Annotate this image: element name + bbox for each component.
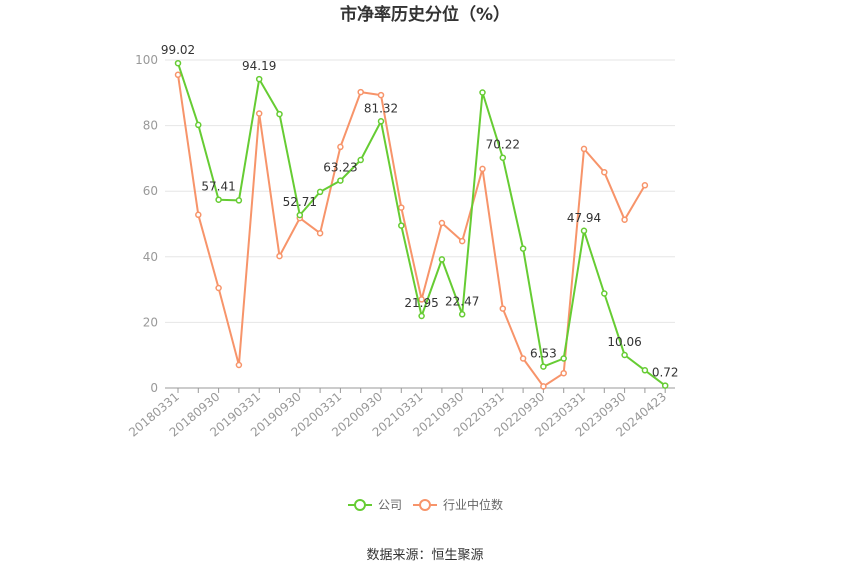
data-label: 21.95 [404,296,438,310]
data-label: 99.02 [161,43,195,57]
data-point-company [418,312,425,320]
data-point-company [499,154,507,161]
data-point-industry [479,165,486,173]
data-point-company [276,110,283,118]
data-point-industry [438,219,446,227]
data-point-industry [377,91,385,99]
data-label: 94.19 [242,59,276,73]
data-point-company [438,256,446,263]
data-point-company [174,59,182,67]
data-point-industry [580,145,588,153]
data-label: 10.06 [607,335,641,349]
data-point-company [560,355,567,362]
data-point-industry [641,182,649,189]
y-tick-label: 80 [143,119,158,133]
data-point-company [255,75,263,83]
data-point-company [661,382,669,389]
data-point-company [580,227,588,235]
data-point-company [621,351,628,359]
data-point-company [235,197,243,204]
data-point-industry [235,361,243,369]
data-point-industry [357,88,364,96]
data-point-industry [519,355,527,362]
data-labels: 99.02 57.41 94.19 52.71 63.23 81.32 21.95 22.47… [161,43,679,379]
data-point-industry [540,383,547,390]
legend-label-industry: 行业中位数 [443,497,503,512]
grid [165,59,675,323]
data-point-company [215,196,222,203]
data-label: 81.32 [364,101,398,115]
data-point-company [316,188,324,196]
y-tick-label: 0 [150,381,158,395]
legend-marker-company [354,499,366,511]
y-tick-label: 40 [143,250,158,264]
data-point-company [479,89,486,96]
legend[interactable]: 公司 行业中位数 [348,497,503,512]
data-label: 6.53 [530,347,557,361]
data-point-company [540,363,547,370]
data-point-industry [174,71,182,79]
legend-item-company[interactable]: 公司 [348,498,402,512]
data-label: 57.41 [201,180,235,194]
data-point-industry [255,110,263,117]
data-point-company [641,367,649,374]
data-point-industry [560,369,567,377]
data-point-industry [499,305,507,312]
data-point-industry [195,211,202,219]
chart-title: 市净率历史分位（%） [340,4,510,25]
data-label: 52.71 [283,195,317,209]
data-point-company [377,118,385,125]
data-point-industry [621,216,628,223]
data-label: 22.47 [445,294,479,308]
data-point-company [296,211,304,219]
data-point-industry [337,143,344,151]
series [174,59,669,390]
legend-marker-industry [419,499,431,511]
data-point-industry [316,229,324,237]
data-label: 0.72 [652,366,679,380]
data-label: 47.94 [567,211,601,225]
data-source: 数据来源：恒生聚源 [366,548,483,563]
data-point-company [458,311,466,318]
legend-label-company: 公司 [378,498,402,512]
data-point-industry [276,252,283,260]
y-tick-label: 100 [135,53,158,67]
series-line-industry [177,74,646,388]
data-point-company [195,121,202,129]
data-point-industry [458,237,466,245]
data-point-industry [418,296,425,303]
data-point-company [519,245,527,252]
data-point-company [398,222,405,229]
axes: 0204060801002018033120180930201903312019… [126,53,675,440]
data-point-industry [215,284,222,292]
data-point-company [601,290,608,297]
data-label: 70.22 [486,138,520,152]
data-point-company [337,177,344,184]
y-tick-label: 60 [143,184,158,198]
data-point-industry [398,204,405,211]
y-tick-label: 20 [143,315,158,329]
data-label: 63.23 [323,161,357,175]
legend-item-industry[interactable]: 行业中位数 [413,497,503,512]
data-point-company [357,156,364,164]
data-point-industry [601,168,608,176]
